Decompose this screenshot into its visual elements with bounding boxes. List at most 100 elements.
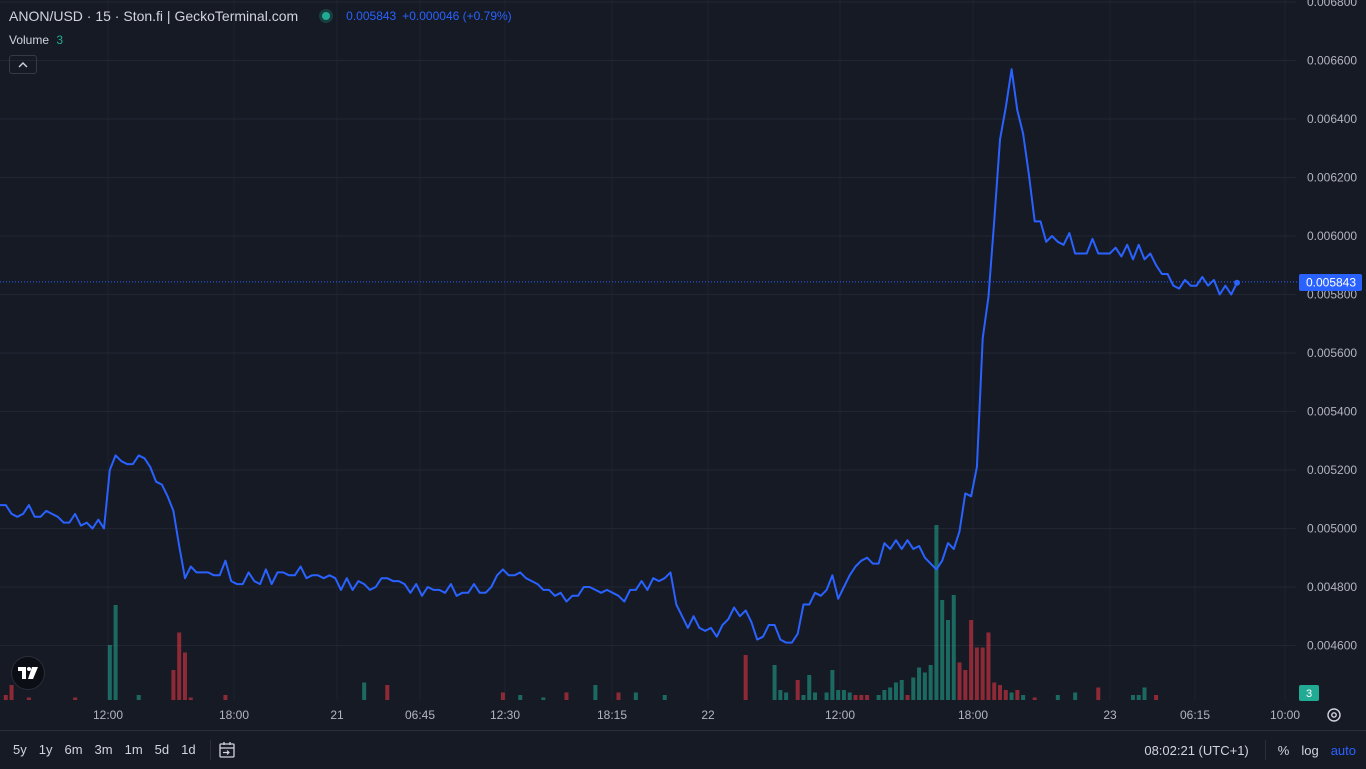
volume-bar	[963, 670, 968, 700]
collapse-legend-button[interactable]	[9, 55, 37, 74]
symbol-title[interactable]: ANON/USD · 15 · Ston.fi | GeckoTerminal.…	[9, 8, 299, 24]
volume-bar	[969, 620, 974, 700]
timeframe-5y[interactable]: 5y	[13, 742, 27, 757]
price-axis[interactable]: 0.006800 0.006600 0.006400 0.006200 0.006000…	[1307, 0, 1357, 653]
price-tick-label: 0.005200	[1307, 463, 1357, 477]
price-tick-label: 0.006000	[1307, 229, 1357, 243]
time-tick-label: 18:15	[597, 708, 627, 722]
current-price-badge: 0.005843	[1299, 274, 1362, 291]
volume-bar	[893, 682, 898, 700]
calendar-goto-icon[interactable]	[217, 740, 237, 760]
price-tick-label: 0.005000	[1307, 522, 1357, 536]
clock-timezone[interactable]: 08:02:21 (UTC+1)	[1144, 742, 1249, 758]
volume-bar	[801, 695, 806, 700]
volume-bar	[1154, 695, 1159, 700]
volume-bar	[992, 682, 997, 700]
scale-controls: 08:02:21 (UTC+1) % log auto	[1144, 731, 1356, 769]
volume-bar	[1136, 695, 1141, 700]
percent-scale-toggle[interactable]: %	[1277, 742, 1290, 758]
timeframe-1m[interactable]: 1m	[124, 742, 143, 757]
collapse-chevron-icon	[18, 61, 28, 67]
volume-bar	[998, 685, 1003, 700]
price-tick-label: 0.004800	[1307, 580, 1357, 594]
volume-bar	[662, 695, 667, 700]
volume-bar	[980, 647, 985, 700]
volume-bar	[928, 665, 933, 700]
volume-bar	[922, 672, 927, 700]
price-tick-label: 0.006200	[1307, 171, 1357, 185]
volume-bar	[541, 697, 546, 700]
volume-bar	[841, 690, 846, 700]
price-change: +0.000046 (+0.79%)	[402, 9, 512, 23]
settings-gear-icon[interactable]	[1325, 706, 1343, 724]
volume-bar	[865, 695, 870, 700]
log-scale-toggle[interactable]: log	[1301, 742, 1319, 758]
tradingview-mark	[18, 667, 38, 679]
tradingview-logo-icon[interactable]	[11, 656, 45, 690]
time-tick-label: 12:00	[93, 708, 123, 722]
volume-bar	[1009, 692, 1014, 700]
time-tick-label: 18:00	[958, 708, 988, 722]
volume-bar	[1015, 690, 1020, 700]
chart-legend: ANON/USD · 15 · Ston.fi | GeckoTerminal.…	[9, 8, 512, 24]
last-price-dot	[1234, 279, 1240, 286]
bottom-toolbar: 5y 1y 6m 3m 1m 5d 1d 08:02:21 (UTC+1) % …	[0, 730, 1366, 768]
volume-bar	[905, 695, 910, 700]
volume-bar	[934, 525, 939, 700]
volume-bar	[177, 632, 182, 700]
volume-bar	[593, 685, 598, 700]
timeframe-1d[interactable]: 1d	[181, 742, 196, 757]
toolbar-divider	[1264, 740, 1266, 760]
time-tick-label: 22	[701, 708, 715, 722]
chart-canvas[interactable]: 0.006800 0.006600 0.006400 0.006200 0.006000…	[0, 0, 1366, 730]
volume-bar	[859, 695, 864, 700]
volume-bar	[188, 697, 193, 700]
time-tick-label: 12:30	[490, 708, 520, 722]
volume-bar	[73, 697, 78, 700]
time-tick-label: 12:00	[825, 708, 855, 722]
time-tick-label: 21	[330, 708, 344, 722]
volume-bar	[3, 695, 8, 700]
price-tick-label: 0.006800	[1307, 0, 1357, 9]
price-tick-label: 0.006400	[1307, 112, 1357, 126]
volume-bar	[223, 695, 228, 700]
volume-bar	[795, 680, 800, 700]
volume-badge-label: 3	[1306, 688, 1312, 700]
volume-bar	[974, 647, 979, 700]
price-tick-label: 0.005400	[1307, 405, 1357, 419]
volume-bar	[945, 620, 950, 700]
volume-bar	[778, 690, 783, 700]
volume-bar	[136, 695, 141, 700]
volume-bar	[1032, 697, 1037, 700]
timeframe-5d[interactable]: 5d	[154, 742, 170, 757]
status-dot-icon	[322, 12, 331, 20]
volume-bar	[171, 670, 176, 700]
volume-bar	[899, 680, 904, 700]
calendar-shape	[218, 741, 235, 758]
volume-bar	[1055, 695, 1060, 700]
volume-bar	[772, 665, 777, 700]
timeframe-6m[interactable]: 6m	[64, 742, 83, 757]
time-axis[interactable]: 12:00 18:00 21 06:45 12:30 18:15 22 12:00 18:00 2…	[93, 708, 1300, 722]
volume-bar	[107, 645, 112, 700]
time-tick-label: 06:45	[405, 708, 435, 722]
volume-bar	[9, 685, 14, 700]
volume-bar	[824, 692, 829, 700]
volume-bar	[113, 605, 118, 700]
volume-bar	[1021, 695, 1026, 700]
price-line	[0, 68, 1238, 644]
volume-bar	[1142, 687, 1147, 700]
auto-scale-toggle[interactable]: auto	[1330, 742, 1356, 758]
volume-bar	[362, 682, 367, 700]
volume-bar	[564, 692, 569, 700]
time-tick-label: 10:00	[1270, 708, 1300, 722]
volume-bar	[836, 690, 841, 700]
time-tick-label: 06:15	[1180, 708, 1210, 722]
timeframe-1y[interactable]: 1y	[38, 742, 53, 757]
volume-bar	[743, 655, 748, 700]
volume-bar	[957, 662, 962, 700]
current-price-label: 0.005843	[1306, 276, 1356, 290]
volume-bar	[986, 632, 991, 700]
time-tick-label: 18:00	[219, 708, 249, 722]
timeframe-3m[interactable]: 3m	[94, 742, 113, 757]
